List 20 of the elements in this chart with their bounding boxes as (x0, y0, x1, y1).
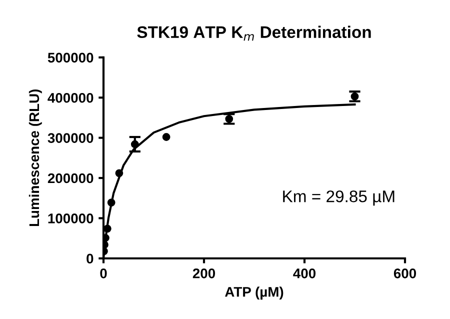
x-axis-title: ATP (µM) (225, 286, 284, 300)
point (115, 169, 124, 178)
annotation: Km = 29.85 µM (283, 190, 394, 206)
y-tick-label: 200000 (48, 173, 94, 184)
x-tick-label: 200 (192, 268, 216, 278)
y-tick-label: 0 (86, 254, 94, 264)
point (107, 198, 116, 206)
y-axis-title: Luminescence (RLU) (28, 90, 42, 226)
point (162, 133, 170, 141)
point (104, 224, 112, 233)
x-tick-label: 600 (394, 268, 416, 278)
y-tick-label: 100000 (48, 214, 94, 224)
y-tick-label: 500000 (48, 52, 94, 63)
y-tick-label: 400000 (48, 92, 94, 103)
y-tick-label: 300000 (48, 133, 94, 143)
x-tick-label: 400 (293, 268, 316, 278)
point (225, 114, 234, 123)
chart-title: STK19 ATP K$_{m}$ Determination (137, 26, 371, 41)
x-tick-label: 0 (100, 268, 107, 278)
point (130, 140, 139, 148)
